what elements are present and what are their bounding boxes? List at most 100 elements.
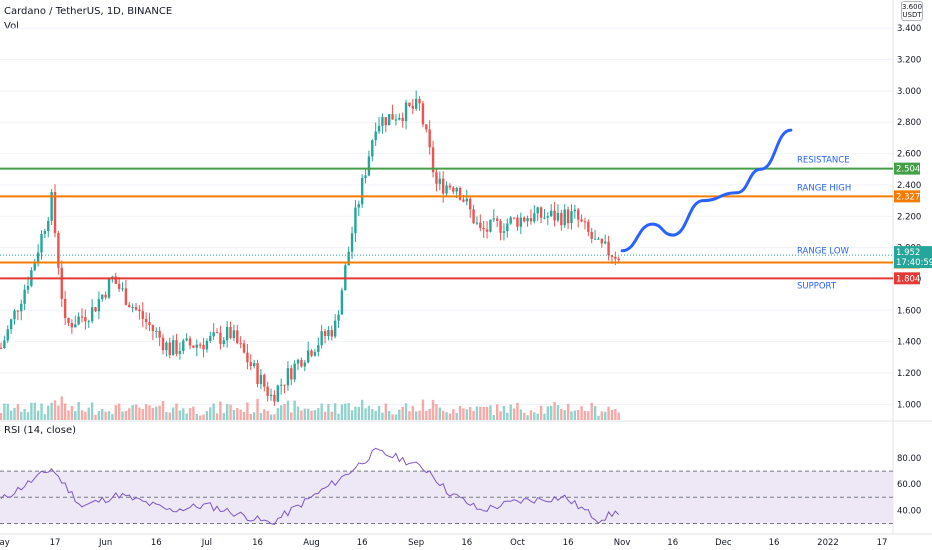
candle-body — [330, 330, 333, 337]
volume-bar — [425, 410, 428, 420]
candle-body — [23, 289, 26, 304]
candle-body — [306, 350, 310, 363]
candle-body — [178, 350, 182, 354]
volume-bar — [13, 407, 16, 420]
candle-body — [13, 310, 16, 320]
volume-bar — [506, 412, 509, 420]
volume-bar — [381, 412, 384, 420]
candle-body — [408, 102, 411, 107]
volume-bar — [236, 408, 239, 420]
candle-body — [519, 217, 523, 227]
volume-bar — [290, 412, 293, 420]
candle-body — [26, 285, 30, 290]
candle-body — [192, 345, 195, 348]
candle-body — [148, 322, 151, 326]
candle-body — [236, 330, 239, 344]
candle-body — [506, 223, 509, 232]
volume-bar — [327, 404, 330, 420]
price-tick-label: 2.600 — [897, 150, 921, 160]
candle-body — [597, 238, 600, 240]
volume-bar — [364, 408, 367, 420]
volume-bar — [23, 409, 26, 420]
candle-body — [327, 330, 330, 337]
volume-bar — [462, 408, 465, 420]
volume-bar — [509, 404, 512, 420]
volume-bar — [337, 413, 340, 420]
candle-body — [482, 227, 485, 230]
volume-bar — [6, 403, 9, 420]
volume-bar — [421, 399, 425, 420]
level-annotation: RANGE LOW — [797, 247, 850, 257]
volume-bars — [0, 396, 620, 420]
candle-body — [151, 325, 155, 332]
candle-body — [158, 330, 161, 338]
candle-body — [546, 216, 550, 218]
volume-bar — [249, 413, 252, 420]
time-tick-label: Nov — [614, 538, 631, 548]
volume-bar — [458, 405, 462, 420]
candle-body — [222, 340, 225, 345]
volume-bar — [269, 414, 273, 420]
candle-body — [333, 320, 337, 337]
candle-body — [97, 299, 101, 312]
volume-bar — [239, 409, 242, 420]
volume-bar — [198, 415, 202, 420]
time-tick-label: Oct — [510, 538, 525, 548]
time-tick-label: May — [0, 538, 10, 548]
volume-bar — [168, 412, 171, 420]
candles — [0, 90, 620, 406]
volume-bar — [401, 406, 404, 420]
candle-body — [16, 310, 20, 312]
candle-body — [468, 198, 472, 210]
volume-bar — [502, 405, 506, 420]
candle-body — [398, 117, 401, 120]
candle-body — [87, 321, 90, 323]
volume-bar — [350, 410, 354, 420]
volume-bar — [182, 408, 185, 420]
volume-bar — [577, 409, 580, 420]
candle-body — [20, 303, 23, 312]
candle-body — [131, 306, 134, 308]
rsi-line — [0, 447, 620, 525]
candle-body — [138, 309, 141, 312]
volume-bar — [138, 407, 141, 420]
price-axis: 3.4003.2003.0002.8002.6002.4002.2002.000… — [897, 24, 921, 410]
candle-body — [310, 350, 313, 356]
volume-bar — [134, 404, 138, 420]
candle-body — [384, 117, 388, 126]
candle-body — [124, 288, 128, 305]
candle-body — [475, 222, 479, 224]
level-annotation: SUPPORT — [797, 281, 837, 291]
volume-bar — [84, 411, 87, 420]
candle-body — [266, 386, 269, 397]
level-price-tag — [894, 272, 920, 285]
volume-bar — [387, 410, 391, 420]
time-tick-label: 17 — [50, 538, 61, 548]
candle-body — [617, 258, 620, 261]
volume-bar — [30, 402, 33, 420]
currency-badge[interactable]: 3.600 USDT — [901, 1, 923, 21]
candle-body — [155, 330, 158, 332]
volume-bar — [536, 413, 539, 420]
volume-bar — [313, 410, 317, 420]
volume-bar — [9, 410, 13, 420]
volume-bar — [360, 399, 364, 420]
time-tick-label: 16 — [357, 538, 368, 548]
candle-body — [560, 212, 563, 226]
candle-body — [313, 352, 317, 356]
candle-body — [9, 319, 13, 330]
candle-body — [286, 368, 290, 386]
volume-bar — [600, 411, 604, 420]
volume-bar — [185, 413, 188, 420]
candle-body — [573, 209, 577, 212]
currency-label: USDT — [902, 11, 922, 19]
candle-body — [512, 217, 516, 219]
volume-bar — [3, 403, 6, 420]
volume-bar — [188, 408, 192, 420]
candle-body — [418, 98, 421, 104]
volume-bar — [533, 412, 536, 420]
volume-label: Vol — [4, 21, 19, 32]
candle-body — [391, 114, 394, 120]
volume-bar — [296, 406, 300, 420]
